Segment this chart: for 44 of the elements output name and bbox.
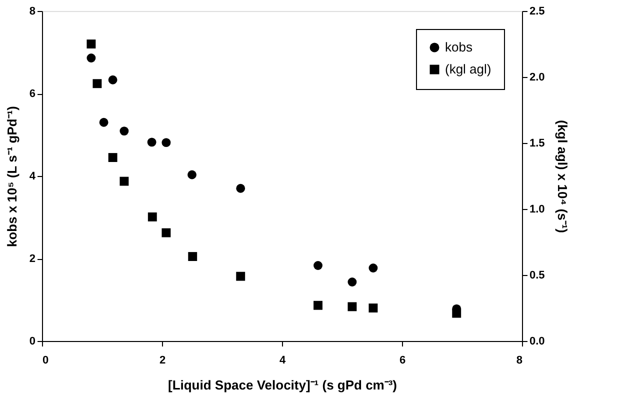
x-axis-title: [Liquid Space Velocity]⁻¹ (s gPd cm⁻³): [168, 378, 398, 392]
point: [348, 302, 357, 312]
point: [86, 54, 96, 62]
legend-label: kobs: [445, 40, 473, 54]
point: [99, 118, 108, 127]
point: [108, 153, 118, 162]
x-tick-label: 8: [516, 354, 522, 366]
point: [314, 300, 322, 310]
point: [120, 176, 129, 186]
point: [452, 308, 462, 318]
y2-tick-label: 2.5: [530, 6, 545, 18]
y-tick-label: 0: [29, 336, 36, 348]
point: [188, 252, 198, 261]
point: [236, 184, 246, 193]
x-tick-label: 0: [42, 354, 49, 366]
x-tick-label: 4: [279, 354, 286, 366]
y2-tick-label: 2.0: [530, 72, 545, 84]
y2-tick-label: 0.5: [530, 270, 545, 282]
y-tick-label: 6: [29, 88, 36, 100]
point: [314, 261, 322, 270]
y2-axis-title: (kgl agl) x 10⁴ (s⁻¹): [554, 120, 570, 234]
point: [148, 212, 157, 222]
x-tick-label: 2: [159, 354, 166, 366]
y2-tick-label: 0.0: [530, 336, 545, 348]
point: [92, 79, 102, 88]
legend-label: (kgl agl): [445, 62, 492, 76]
point: [368, 264, 378, 272]
point: [120, 126, 129, 136]
point: [147, 138, 156, 147]
point: [188, 170, 196, 180]
point: [348, 278, 357, 286]
x-tick-label: 6: [399, 354, 406, 366]
point: [108, 75, 118, 84]
point: [162, 228, 171, 238]
point: [368, 304, 378, 312]
point: [86, 40, 96, 48]
y-tick-label: 8: [29, 6, 36, 18]
point: [236, 272, 246, 281]
y2-tick-label: 1.0: [530, 204, 545, 216]
y-tick-label: 2: [29, 253, 36, 265]
point: [162, 138, 171, 148]
y2-tick-label: 1.5: [530, 138, 545, 150]
y-axis-title: kobs x 10⁵ (L s⁻¹ gPd⁻¹): [4, 106, 20, 248]
y-tick-label: 4: [29, 170, 36, 182]
